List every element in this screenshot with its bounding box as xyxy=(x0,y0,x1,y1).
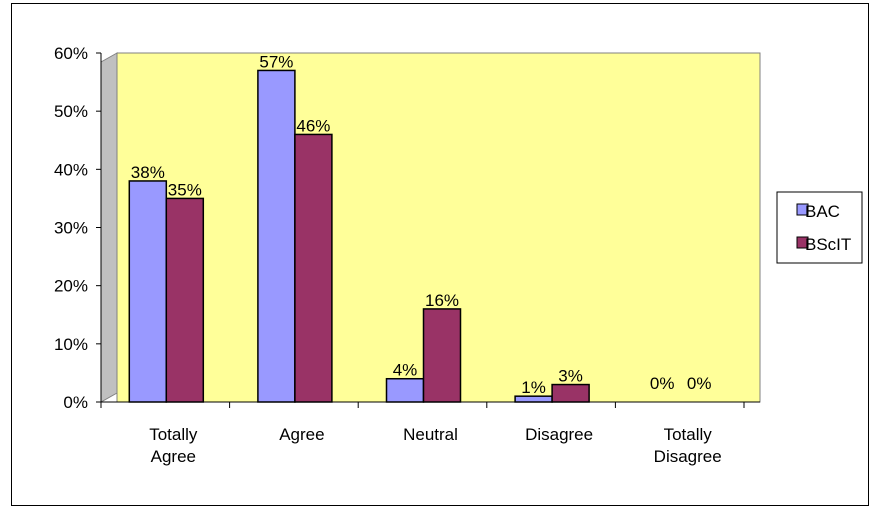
y-tick-label: 20% xyxy=(54,277,88,296)
bar-bscit xyxy=(294,133,333,403)
bar-bac xyxy=(257,69,296,403)
data-label-bscit: 35% xyxy=(168,180,202,199)
legend-swatch-bac xyxy=(796,203,809,216)
x-tick-label: Neutral xyxy=(403,425,458,444)
x-tick-label: Totally Agree xyxy=(149,425,198,466)
bar-bac xyxy=(385,377,425,403)
plot-side-wall xyxy=(100,52,118,403)
y-tick-label: 0% xyxy=(63,393,88,412)
legend-label-bac: BAC xyxy=(805,202,840,221)
data-label-bscit: 3% xyxy=(558,367,583,386)
x-tick-label: Totally Disagree xyxy=(654,425,722,466)
y-tick-label: 50% xyxy=(54,102,88,121)
bar-bscit xyxy=(165,197,205,403)
bar-bac xyxy=(128,180,168,403)
y-tick-label: 30% xyxy=(54,219,88,238)
x-tick-label: Agree xyxy=(279,425,324,444)
y-tick-label: 10% xyxy=(54,335,88,354)
data-label-bac: 4% xyxy=(393,361,418,380)
y-tick-label: 40% xyxy=(54,160,88,179)
bar-bscit xyxy=(422,308,462,403)
data-label-bac: 38% xyxy=(131,163,165,182)
data-label-bscit: 0% xyxy=(687,374,712,393)
x-tick-label: Disagree xyxy=(525,425,593,444)
data-label-bscit: 16% xyxy=(425,291,459,310)
bar-bscit xyxy=(551,383,590,403)
data-label-bscit: 46% xyxy=(296,116,330,135)
data-label-bac: 0% xyxy=(650,374,675,393)
legend-swatch-bscit xyxy=(796,236,809,249)
legend-label-bscit: BScIT xyxy=(805,235,851,254)
y-tick-label: 60% xyxy=(54,44,88,63)
data-label-bac: 57% xyxy=(259,52,293,71)
legend-box xyxy=(776,191,863,264)
data-label-bac: 1% xyxy=(521,378,546,397)
